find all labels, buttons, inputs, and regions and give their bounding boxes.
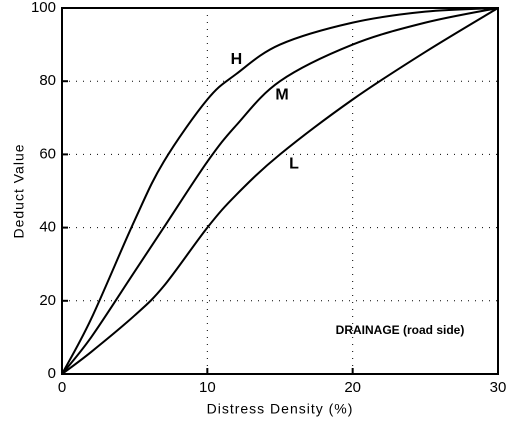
- x-tick-label: 0: [58, 379, 66, 396]
- line-M: [61, 7, 499, 375]
- line-H: [61, 7, 499, 375]
- x-axis-label: Distress Density (%): [207, 401, 354, 417]
- y-axis-label: Deduct Value: [11, 143, 27, 238]
- y-tick-label: 100: [31, 0, 56, 16]
- series-label: L: [289, 156, 299, 173]
- y-tick-label: 80: [39, 72, 56, 89]
- x-tick-label: 20: [344, 379, 361, 396]
- annotation-bg: [305, 318, 495, 344]
- annotation: DRAINAGE (road side): [336, 323, 465, 337]
- y-tick-label: 40: [39, 219, 56, 236]
- x-tick-label: 30: [490, 379, 507, 396]
- y-tick-label: 20: [39, 292, 56, 309]
- line-L: [61, 7, 499, 375]
- y-tick-label: 0: [48, 365, 56, 382]
- x-tick-label: 10: [199, 379, 216, 396]
- series-label: H: [231, 51, 243, 68]
- series-label: M: [275, 86, 288, 103]
- y-tick-label: 60: [39, 145, 56, 162]
